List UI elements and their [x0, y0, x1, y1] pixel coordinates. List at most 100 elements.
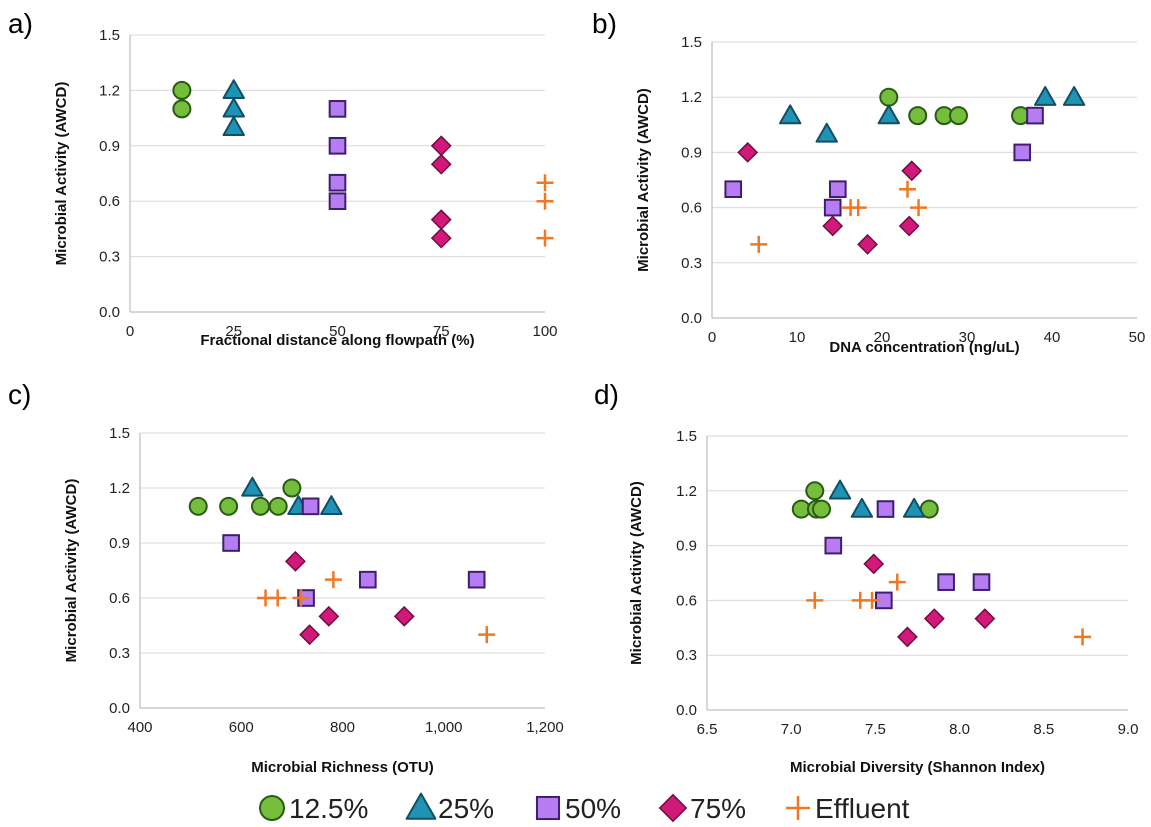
series-s125 — [879, 87, 1031, 126]
data-point — [910, 199, 928, 217]
legend-item: 12.5% — [259, 793, 368, 824]
x-tick-label: 0 — [126, 323, 134, 340]
data-point — [724, 180, 743, 199]
y-tick-label: 1.2 — [109, 480, 130, 497]
data-point — [863, 591, 881, 609]
x-tick-label: 8.5 — [1033, 721, 1054, 738]
x-tick-label: 25 — [225, 323, 242, 340]
y-axis-title: Microbial Activity (AWCD) — [53, 82, 70, 266]
data-point — [478, 626, 496, 644]
data-point — [241, 476, 264, 497]
data-point — [358, 570, 377, 589]
panel-letter: c) — [8, 379, 31, 410]
data-point — [536, 174, 554, 192]
x-tick-label: 20 — [874, 329, 891, 346]
data-point — [393, 605, 415, 627]
series-s75 — [737, 141, 923, 255]
y-tick-label: 0.6 — [99, 193, 120, 210]
y-tick-label: 1.5 — [681, 34, 702, 51]
data-point — [188, 496, 208, 516]
x-tick-label: 10 — [789, 329, 806, 346]
x-axis-title: Microbial Richness (OTU) — [251, 759, 434, 776]
x-tick-label: 30 — [959, 329, 976, 346]
data-point — [824, 536, 843, 555]
data-point — [328, 100, 347, 118]
x-tick-label: 600 — [229, 719, 254, 736]
data-point — [812, 499, 832, 519]
data-point — [172, 99, 192, 119]
y-axis-title: Microbial Activity (AWCD) — [63, 479, 80, 663]
data-point — [923, 608, 945, 630]
data-point — [849, 199, 867, 217]
data-point — [268, 496, 288, 516]
x-tick-label: 7.5 — [865, 721, 886, 738]
data-point — [879, 87, 899, 107]
y-tick-label: 0.6 — [676, 592, 697, 609]
x-axis-title: DNA concentration (ng/uL) — [829, 339, 1019, 356]
data-point — [828, 180, 847, 199]
x-tick-label: 50 — [329, 323, 346, 340]
data-point — [1034, 86, 1057, 106]
data-point — [172, 80, 192, 100]
data-point — [888, 573, 906, 591]
x-tick-label: 8.0 — [949, 721, 970, 738]
x-axis-title: Fractional distance along flowpath (%) — [200, 332, 474, 349]
panel-letter: d) — [594, 379, 619, 410]
series-eff — [536, 174, 554, 247]
y-axis-title: Microbial Activity (AWCD) — [628, 481, 645, 665]
legend-label: 12.5% — [289, 793, 368, 824]
data-point — [815, 122, 838, 143]
legend-marker-plus — [786, 796, 810, 820]
data-point — [467, 570, 486, 589]
y-tick-label: 0.9 — [99, 138, 120, 155]
y-tick-label: 1.2 — [676, 483, 697, 500]
legend-label: Effluent — [815, 793, 910, 824]
x-tick-label: 1,200 — [526, 719, 564, 736]
chart-panel: a) 0.0 0.3 0.6 0.9 1.2 1.5 0 25 50 75 100 Fractional… — [8, 8, 558, 349]
series-s125 — [172, 80, 192, 119]
panels: a)0.00.30.60.91.21.50 25 50 75 100Fractional… — [8, 8, 1145, 776]
data-point — [898, 215, 920, 237]
y-tick-label: 0.9 — [676, 538, 697, 555]
data-point — [222, 116, 245, 136]
x-tick-label: 400 — [127, 719, 152, 736]
data-point — [292, 589, 310, 607]
y-tick-label: 0.3 — [99, 249, 120, 266]
series-s50 — [328, 100, 347, 211]
data-point — [899, 180, 916, 198]
data-point — [737, 141, 759, 163]
data-point — [222, 97, 245, 118]
data-point — [908, 106, 928, 126]
data-point — [250, 496, 270, 516]
data-point — [285, 550, 306, 572]
legend-marker-triangle — [405, 792, 437, 820]
series-eff — [257, 571, 496, 644]
data-point — [299, 624, 321, 646]
data-point — [324, 571, 342, 589]
data-point — [328, 173, 347, 192]
data-point — [269, 589, 287, 607]
y-tick-label: 1.5 — [109, 425, 130, 442]
data-point — [222, 79, 245, 100]
x-tick-label: 9.0 — [1118, 721, 1139, 738]
y-tick-label: 0.9 — [109, 535, 130, 552]
chart-panel: d) 0.0 0.3 0.6 0.9 1.2 1.5 6.5 7.0 7.5 8.0 8.5 9.0 Mi… — [594, 379, 1138, 776]
y-tick-label: 1.5 — [99, 27, 120, 44]
y-tick-label: 0.3 — [676, 647, 697, 664]
data-point — [328, 136, 347, 155]
series-s25 — [828, 479, 926, 518]
x-tick-label: 0 — [708, 329, 716, 346]
x-tick-label: 75 — [433, 323, 450, 340]
chart-panel: b) 0.0 0.3 0.6 0.9 1.2 1.5 0 10 20 30 40 50 DNA conce… — [592, 8, 1145, 356]
data-point — [877, 104, 900, 125]
y-axis-title: Microbial Activity (AWCD) — [635, 88, 652, 272]
series-eff — [750, 180, 928, 253]
y-tick-label: 0.6 — [681, 200, 702, 217]
legend-marker-square — [535, 795, 561, 821]
data-point — [301, 497, 320, 516]
data-point — [863, 553, 885, 575]
data-point — [779, 104, 802, 125]
legend-marker-circle — [259, 795, 285, 821]
data-point — [857, 233, 878, 255]
